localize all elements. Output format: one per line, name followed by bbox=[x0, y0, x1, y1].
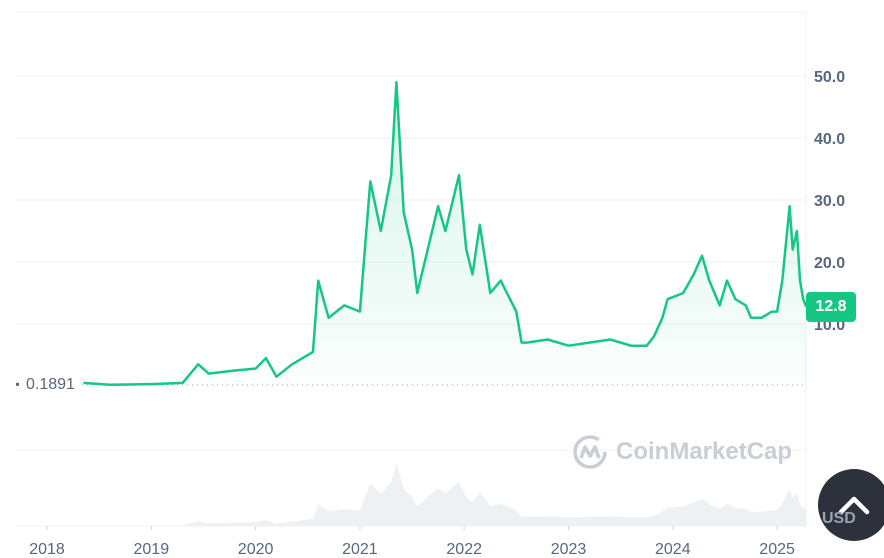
x-tick-label: 2022 bbox=[446, 541, 482, 558]
volume-area bbox=[83, 462, 807, 526]
x-tick-label: 2021 bbox=[342, 541, 378, 558]
watermark: CoinMarketCap bbox=[572, 434, 792, 470]
price-area-fill bbox=[83, 82, 807, 386]
last-price-badge: 12.8 bbox=[806, 292, 856, 322]
coinmarketcap-logo-icon bbox=[573, 435, 607, 469]
x-tick-label: 2024 bbox=[655, 541, 691, 558]
baseline-value-label: 0.1891 bbox=[26, 376, 75, 393]
y-tick-label: 30.0 bbox=[814, 193, 845, 210]
x-tick-label: 2023 bbox=[551, 541, 587, 558]
currency-label: USD bbox=[822, 510, 856, 527]
baseline-marker bbox=[16, 382, 19, 386]
x-tick-label: 2018 bbox=[29, 541, 65, 558]
watermark-text: CoinMarketCap bbox=[616, 438, 793, 465]
x-tick-label: 2025 bbox=[759, 541, 795, 558]
scroll-to-top-button[interactable] bbox=[818, 469, 884, 541]
chevron-up-icon bbox=[838, 496, 870, 515]
y-tick-label: 20.0 bbox=[814, 255, 845, 272]
y-tick-label: 50.0 bbox=[814, 69, 845, 86]
x-tick-label: 2020 bbox=[238, 541, 274, 558]
y-tick-label: 40.0 bbox=[814, 131, 845, 148]
x-tick-label: 2019 bbox=[134, 541, 170, 558]
